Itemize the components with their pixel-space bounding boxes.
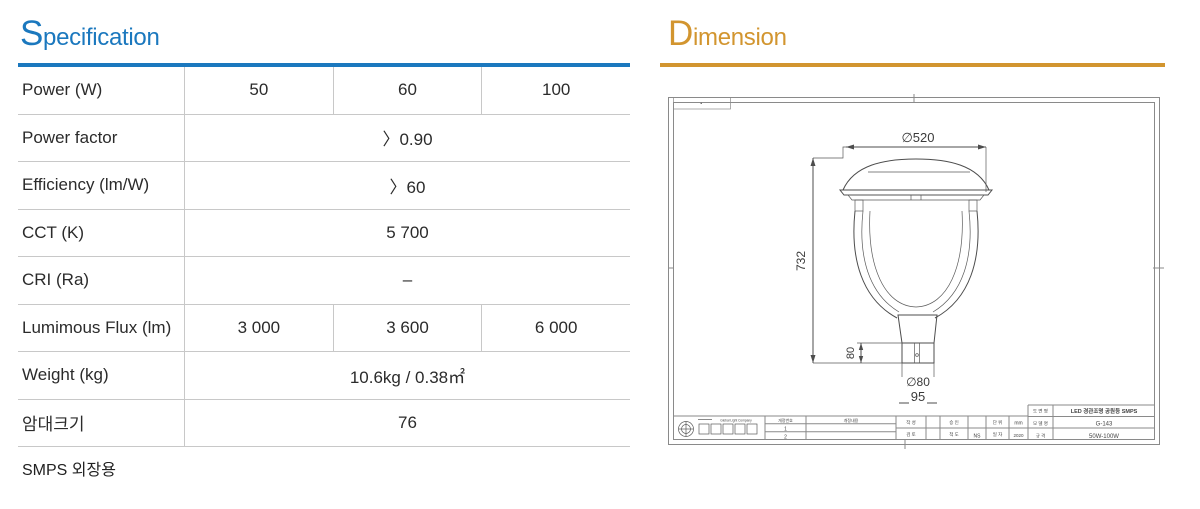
date-label: 일 자 xyxy=(993,431,1003,438)
spec-label: Power (W) xyxy=(18,67,185,114)
scale-label: 척 도 xyxy=(949,431,959,438)
approved-label: 승 인 xyxy=(949,419,959,425)
spec-row-luminous-flux: Lumimous Flux (lm) 3 000 3 600 6 000 xyxy=(18,304,630,352)
lamp-brim xyxy=(838,189,994,196)
spec-value: 3 000 xyxy=(237,317,281,337)
dim-text-80: 80 xyxy=(845,347,857,359)
rev-content-header: 개정내용 xyxy=(844,417,859,423)
dim-text-520: ∅520 xyxy=(901,130,934,145)
dimension-rule xyxy=(660,63,1165,67)
lamp-arm-right-inner xyxy=(932,210,971,313)
model-value: G-143 xyxy=(1096,422,1113,428)
dimension-annotations: ∅520 732 80 ∅80 95 xyxy=(794,130,987,404)
drawn-label: 작 성 xyxy=(906,419,916,426)
spec-footnote: SMPS 외장용 xyxy=(22,462,116,479)
spec-label: Weight (kg) xyxy=(18,352,185,399)
lamp-neck-block xyxy=(897,314,938,344)
spec-row-efficiency: Efficiency (lm/W) 〉60 xyxy=(18,162,630,210)
dimension-title-initial: D xyxy=(668,14,693,53)
lamp-arm-left-outer xyxy=(853,210,898,319)
specification-title: Specification xyxy=(20,16,160,56)
spec-value: 60 xyxy=(332,67,482,114)
dimension-drawing: ∅520 732 80 ∅80 95 xyxy=(668,94,1164,449)
spec-value: 5 700 xyxy=(386,222,429,242)
specification-table: Power (W) 50 60 100 Power factor 〉0.90 E… xyxy=(18,67,630,447)
rev-no-header: 개정번호 xyxy=(778,417,793,423)
lamp-brim-lip xyxy=(847,194,985,201)
spec-label: Lumimous Flux (lm) xyxy=(18,304,185,351)
company-logo: Global Light Company xyxy=(678,419,758,437)
lamp-socket-hole xyxy=(915,353,919,357)
rev-row-1: 1 xyxy=(784,426,787,432)
spec-row-arm-size: 암대크기 76 xyxy=(18,399,630,447)
drawing-name-label: 도 면 명 xyxy=(1033,408,1048,414)
lamp-drawing xyxy=(838,158,994,364)
unit-value: mm xyxy=(1014,420,1022,426)
spec-value: – xyxy=(402,270,413,290)
spec-label: CRI (Ra) xyxy=(18,257,185,304)
drawing-name-value: LED 경관조명 공원등 SMPS xyxy=(1071,407,1138,415)
spec-row-power-factor: Power factor 〉0.90 xyxy=(18,114,630,162)
lamp-arm-right-outer xyxy=(934,210,979,319)
spec-value: 76 xyxy=(398,412,417,432)
model-label: 모 델 명 xyxy=(1033,420,1048,426)
rev-row-2: 2 xyxy=(784,434,787,440)
lamp-bowl xyxy=(869,210,963,308)
spec-value: 10.6kg / 0.38㎡ xyxy=(349,367,466,387)
scale-value: NS xyxy=(974,433,982,439)
specification-title-initial: S xyxy=(20,14,44,53)
spec-label: CCT (K) xyxy=(18,209,185,256)
lamp-hanger-left xyxy=(854,199,864,212)
spec-row-cct: CCT (K) 5 700 xyxy=(18,209,630,257)
spec-row-power: Power (W) 50 60 100 xyxy=(18,67,630,115)
logo-text: Global Light Company xyxy=(720,419,752,423)
spec-value: 〉60 xyxy=(389,177,426,197)
frame-corner-box xyxy=(673,97,731,110)
logo-glyphs xyxy=(698,423,758,435)
dimension-title: Dimension xyxy=(668,16,787,56)
spec-value: 50W-100W xyxy=(1089,434,1119,440)
spec-label: Efficiency (lm/W) xyxy=(18,162,185,209)
drawing-frame xyxy=(668,94,1164,449)
spec-label: Power factor xyxy=(18,114,185,161)
specification-title-rest: pecification xyxy=(43,24,160,51)
spec-label: 암대크기 xyxy=(18,399,185,446)
spec-value: 6 000 xyxy=(481,304,630,351)
unit-label: 단 위 xyxy=(993,419,1003,426)
dimension-title-rest: imension xyxy=(692,24,787,51)
dim-text-95: 95 xyxy=(911,389,925,404)
spec-value: 100 xyxy=(481,67,630,114)
date-value: 2020 xyxy=(1013,433,1024,438)
dim-ext-520-left xyxy=(813,146,846,159)
lamp-dome xyxy=(842,158,990,191)
title-block: Global Light Company 개정번호 1 2 개정내용 작 성 검… xyxy=(673,404,1155,440)
frame-corner-mark xyxy=(700,102,702,104)
specification-rule xyxy=(18,63,630,67)
spec-value: 50 xyxy=(249,80,269,100)
lamp-socket xyxy=(901,342,935,364)
spec-label: 규 격 xyxy=(1036,432,1046,439)
checked-label: 검 토 xyxy=(906,431,916,437)
spec-value: 〉0.90 xyxy=(382,130,433,150)
spec-value: 3 600 xyxy=(332,304,482,351)
dim-text-732: 732 xyxy=(794,251,808,271)
lamp-hanger-right xyxy=(968,199,978,212)
spec-row-cri: CRI (Ra) – xyxy=(18,257,630,305)
dim-text-80d: ∅80 xyxy=(906,375,930,389)
spec-row-weight: Weight (kg) 10.6kg / 0.38㎡ xyxy=(18,352,630,400)
lamp-arm-left-inner xyxy=(861,210,900,313)
